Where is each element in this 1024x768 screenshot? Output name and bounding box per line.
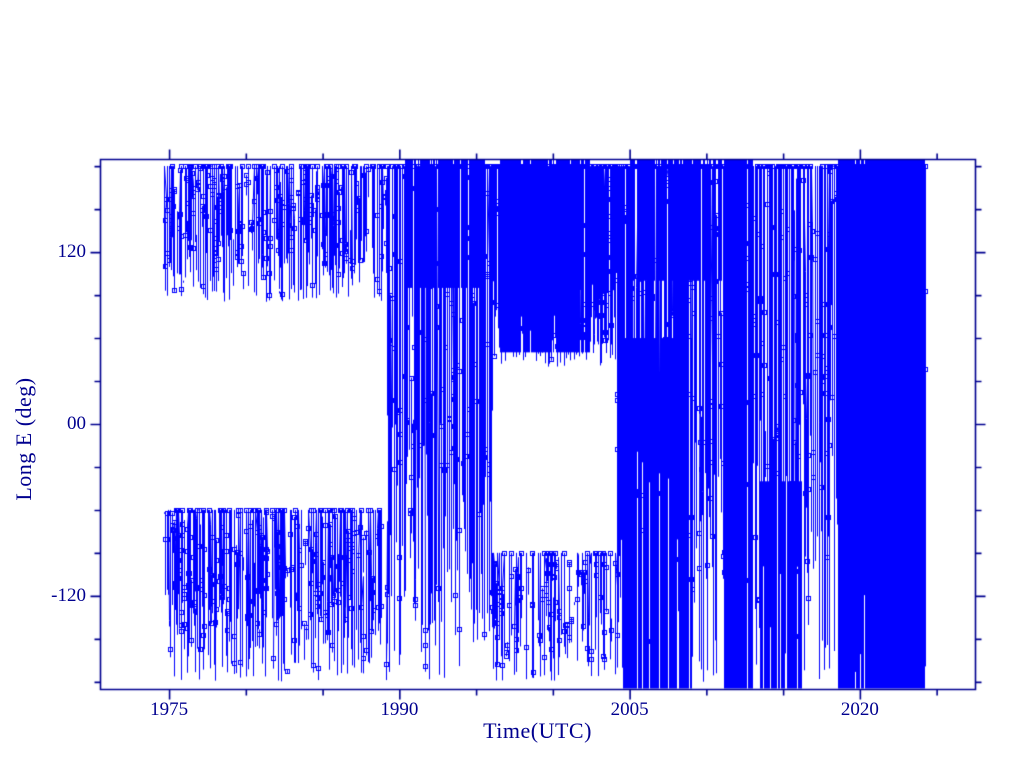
x-tick-label: 2005 <box>610 699 649 720</box>
x-tick-label: 1975 <box>150 699 189 720</box>
x-tick-label: 2020 <box>840 699 879 720</box>
y-tick-label: -120 <box>51 584 86 606</box>
x-axis-label: Time(UTC) <box>483 718 592 743</box>
x-tick-label: 1990 <box>380 699 419 720</box>
y-tick-label: 120 <box>57 241 87 263</box>
y-tick-label: 00 <box>67 413 86 434</box>
